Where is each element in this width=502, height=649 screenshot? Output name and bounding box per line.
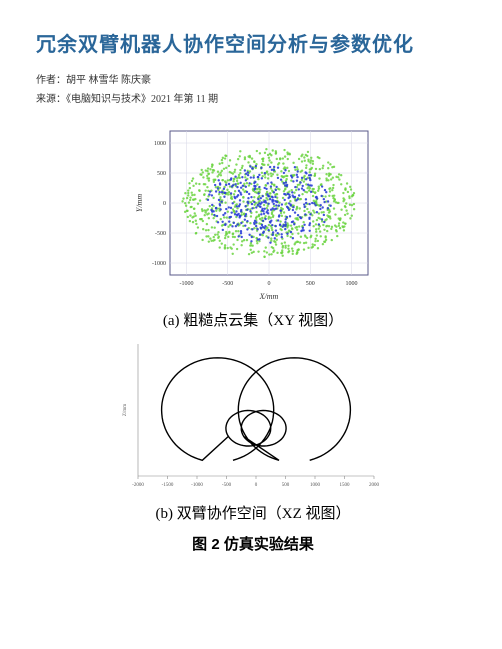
svg-text:-1000: -1000 (191, 483, 203, 488)
svg-text:0: 0 (163, 201, 166, 207)
svg-text:2000: 2000 (369, 483, 380, 488)
svg-text:1000: 1000 (310, 483, 321, 488)
subcaption-a: (a) 粗糙点云集（XY 视图） (163, 309, 343, 330)
svg-text:-1000: -1000 (180, 281, 194, 287)
page: 冗余双臂机器人协作空间分析与参数优化 作者：胡平 林雪华 陈庆豪 来源：《电脑知… (0, 0, 502, 556)
svg-text:-500: -500 (222, 483, 232, 488)
figure-block: -1000 -500 0 500 1000 -1000 -500 0 500 1000 X/mm Y/… (36, 125, 470, 556)
author-line: 作者：胡平 林雪华 陈庆豪 (36, 71, 470, 86)
figure-caption: 图 2 仿真实验结果 (192, 533, 314, 554)
svg-text:1000: 1000 (346, 281, 358, 287)
scatter-chart: -1000 -500 0 500 1000 -1000 -500 0 500 1000 X/mm Y/… (128, 125, 378, 305)
source-line: 来源：《电脑知识与技术》2021 年第 11 期 (36, 90, 470, 105)
svg-text:1000: 1000 (154, 141, 166, 147)
svg-text:-1000: -1000 (152, 261, 166, 267)
svg-text:500: 500 (157, 171, 166, 177)
svg-text:-2000: -2000 (132, 483, 144, 488)
svg-text:Y/mm: Y/mm (135, 194, 144, 212)
svg-text:500: 500 (282, 483, 290, 488)
svg-text:0: 0 (268, 281, 271, 287)
svg-text:-1500: -1500 (162, 483, 174, 488)
svg-text:500: 500 (306, 281, 315, 287)
page-title: 冗余双臂机器人协作空间分析与参数优化 (36, 28, 470, 57)
svg-text:-500: -500 (155, 231, 166, 237)
svg-text:0: 0 (255, 483, 258, 488)
svg-text:1500: 1500 (340, 483, 351, 488)
svg-text:-500: -500 (222, 281, 233, 287)
svg-text:Z/mm: Z/mm (123, 404, 128, 416)
outline-chart: -2000 -1500 -1000 -500 0 500 1000 1500 2000 Z/mm (118, 338, 388, 498)
svg-text:X/mm: X/mm (259, 292, 279, 301)
subcaption-b: (b) 双臂协作空间（XZ 视图） (156, 502, 351, 523)
